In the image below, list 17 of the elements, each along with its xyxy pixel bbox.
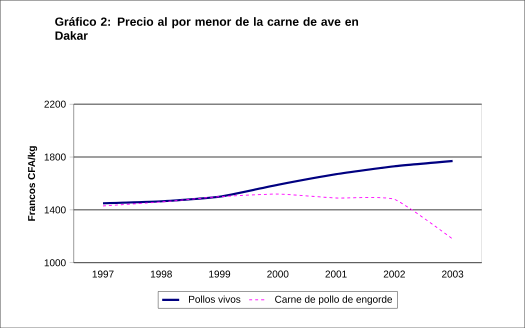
x-tick-label: 2002: [384, 270, 405, 278]
x-tick-label: 1997: [92, 270, 114, 278]
x-tick-label: 1998: [150, 270, 172, 278]
x-tick-label: 2001: [325, 270, 347, 278]
x-tick-label: 1999: [209, 270, 230, 278]
y-axis-title: Francos CFA/kg: [28, 146, 38, 221]
x-tick-label: 2000: [267, 270, 288, 278]
line-series: [102, 160, 454, 204]
y-tick-label: 2200: [44, 100, 66, 108]
line-series: [102, 194, 454, 240]
y-tick-label: 1400: [44, 206, 66, 214]
chart-title: Gráfico 2: Precio al por menor de la carne de ave en Dakar: [55, 16, 358, 40]
legend-label: Carne de pollo de engorde: [275, 295, 392, 305]
y-tick-label: 1800: [44, 153, 66, 160]
legend-label: Pollos vivos: [189, 295, 240, 303]
y-tick-label: 1000: [44, 259, 66, 266]
x-tick-label: 2003: [442, 270, 464, 278]
